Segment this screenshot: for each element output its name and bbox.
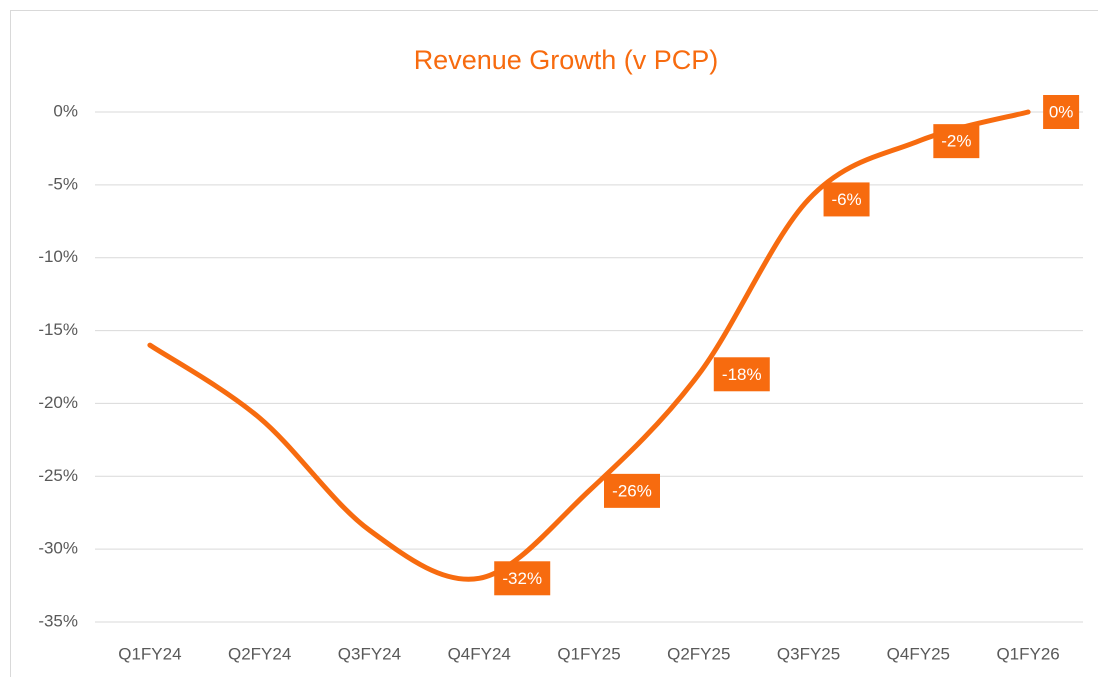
x-tick-label: Q4FY24	[448, 644, 511, 663]
data-label: -32%	[502, 569, 542, 588]
line	[150, 112, 1028, 579]
y-tick-label: -30%	[38, 539, 78, 558]
x-tick-label: Q3FY25	[777, 644, 840, 663]
x-tick-label: Q1FY24	[118, 644, 181, 663]
data-label: -18%	[722, 365, 762, 384]
y-tick-label: -15%	[38, 320, 78, 339]
y-tick-label: -20%	[38, 393, 78, 412]
x-tick-label: Q3FY24	[338, 644, 401, 663]
y-tick-label: 0%	[53, 101, 78, 120]
chart-title: Revenue Growth (v PCP)	[414, 45, 719, 75]
data-label: -6%	[831, 190, 861, 209]
x-tick-label: Q1FY26	[996, 644, 1059, 663]
x-tick-label: Q2FY25	[667, 644, 730, 663]
y-tick-label: -5%	[48, 174, 78, 193]
y-tick-label: -25%	[38, 466, 78, 485]
y-tick-label: -35%	[38, 611, 78, 630]
x-tick-label: Q4FY25	[887, 644, 950, 663]
y-tick-label: -10%	[38, 247, 78, 266]
data-label: -26%	[612, 481, 652, 500]
data-label: 0%	[1049, 102, 1074, 121]
x-tick-label: Q1FY25	[557, 644, 620, 663]
chart-border	[11, 11, 1098, 678]
data-label: -2%	[941, 132, 971, 151]
x-tick-label: Q2FY24	[228, 644, 291, 663]
